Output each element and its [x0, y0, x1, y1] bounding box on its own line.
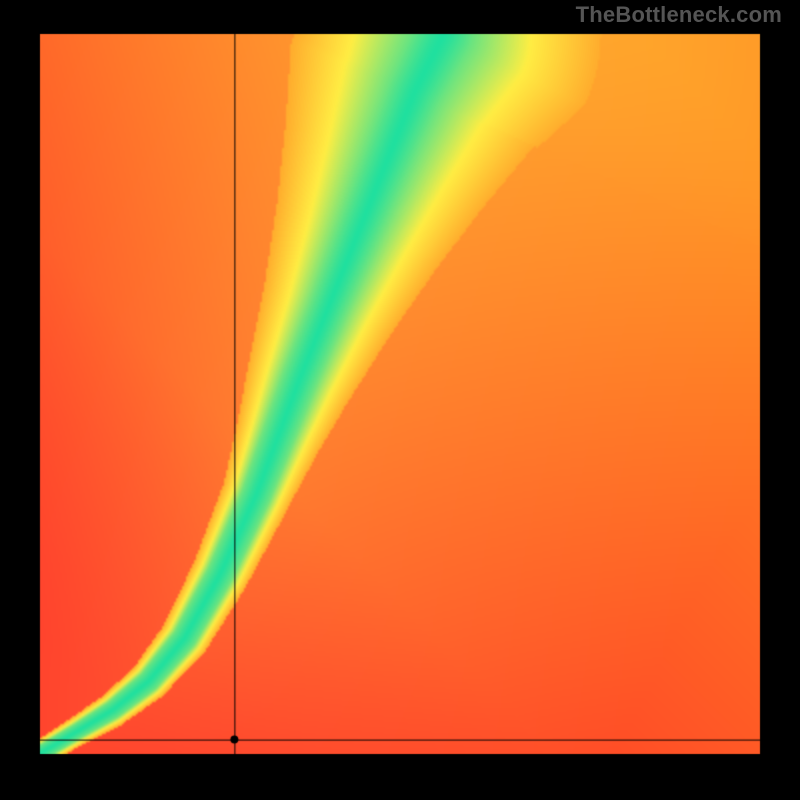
watermark-text: TheBottleneck.com	[576, 2, 782, 28]
bottleneck-heatmap: TheBottleneck.com	[0, 0, 800, 800]
heatmap-canvas	[0, 0, 800, 800]
